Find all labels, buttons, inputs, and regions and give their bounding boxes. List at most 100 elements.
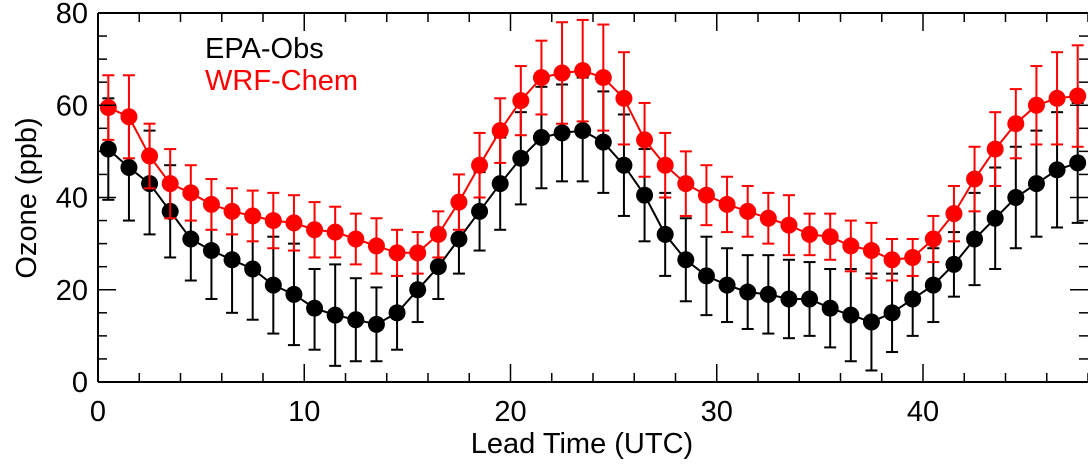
data-point	[945, 255, 963, 273]
data-point	[821, 299, 839, 317]
data-point	[471, 202, 489, 220]
data-point	[532, 129, 550, 147]
data-point	[367, 237, 385, 255]
data-point	[924, 230, 942, 248]
data-point	[244, 207, 262, 225]
data-point	[656, 156, 674, 174]
data-point	[471, 156, 489, 174]
data-point	[553, 124, 571, 142]
x-tick-label: 10	[288, 396, 320, 428]
data-point	[945, 205, 963, 223]
x-axis-label: Lead Time (UTC)	[471, 428, 693, 460]
data-point	[1069, 87, 1087, 105]
data-point	[1027, 96, 1045, 114]
data-point	[347, 311, 365, 329]
data-point	[264, 212, 282, 230]
data-point	[161, 175, 179, 193]
data-point	[759, 285, 777, 303]
data-point	[512, 92, 530, 110]
data-point	[182, 184, 200, 202]
data-point	[182, 230, 200, 248]
data-point	[409, 281, 427, 299]
data-point	[202, 195, 220, 213]
y-tick-label: 80	[56, 0, 88, 30]
series-epa-obs	[99, 76, 1087, 372]
data-point	[801, 290, 819, 308]
data-point	[450, 193, 468, 211]
data-point	[264, 276, 282, 294]
data-point	[718, 195, 736, 213]
x-tick-label: 20	[494, 396, 526, 428]
data-point	[1069, 154, 1087, 172]
data-point	[1048, 161, 1066, 179]
data-point	[409, 244, 427, 262]
data-point	[842, 237, 860, 255]
data-point	[202, 242, 220, 260]
data-point	[594, 69, 612, 87]
y-axis-label: Ozone (ppb)	[11, 117, 43, 278]
data-point	[594, 133, 612, 151]
data-point	[615, 156, 633, 174]
data-point	[821, 228, 839, 246]
y-tick-label: 40	[56, 183, 88, 215]
data-point	[986, 209, 1004, 227]
data-point	[966, 230, 984, 248]
data-point	[285, 285, 303, 303]
y-tick-label: 60	[56, 90, 88, 122]
data-point	[429, 225, 447, 243]
data-point	[326, 223, 344, 241]
data-point	[141, 147, 159, 165]
data-point	[574, 122, 592, 140]
data-point	[636, 131, 654, 149]
y-tick-label: 20	[56, 275, 88, 307]
data-point	[924, 276, 942, 294]
data-point	[388, 244, 406, 262]
x-tick-label: 0	[90, 396, 106, 428]
series-line	[107, 129, 1079, 326]
data-point	[780, 216, 798, 234]
data-point	[862, 313, 880, 331]
data-point	[904, 248, 922, 266]
data-point	[244, 260, 262, 278]
data-point	[759, 209, 777, 227]
legend: EPA-Obs WRF-Chem	[205, 33, 358, 97]
data-point	[512, 149, 530, 167]
data-point	[491, 175, 509, 193]
data-point	[532, 69, 550, 87]
axes: 0 10 20 30 40 0 20 40 60 80	[56, 0, 1088, 428]
data-point	[780, 290, 798, 308]
data-point	[1007, 115, 1025, 133]
data-point	[677, 251, 695, 269]
series-wrf-chem	[99, 18, 1087, 282]
data-point	[697, 267, 715, 285]
data-point	[99, 99, 117, 117]
data-point	[862, 242, 880, 260]
data-point	[842, 306, 860, 324]
data-point	[388, 304, 406, 322]
data-point	[739, 283, 757, 301]
data-point	[306, 299, 324, 317]
data-point	[429, 258, 447, 276]
data-point	[306, 221, 324, 239]
data-point	[697, 186, 715, 204]
data-point	[656, 225, 674, 243]
data-point	[120, 159, 138, 177]
data-point	[553, 64, 571, 82]
legend-entry-wrf-chem: WRF-Chem	[205, 65, 358, 97]
data-point	[615, 89, 633, 107]
data-point	[739, 202, 757, 220]
plot-area	[99, 18, 1087, 372]
data-point	[677, 175, 695, 193]
data-point	[1007, 189, 1025, 206]
data-point	[367, 315, 385, 333]
data-point	[574, 62, 592, 80]
y-tick-label: 0	[72, 367, 88, 399]
data-point	[883, 304, 901, 322]
data-point	[223, 251, 241, 269]
data-point	[636, 186, 654, 204]
data-point	[99, 140, 117, 158]
legend-entry-epa-obs: EPA-Obs	[205, 33, 324, 65]
data-point	[966, 170, 984, 188]
data-point	[1048, 89, 1066, 107]
